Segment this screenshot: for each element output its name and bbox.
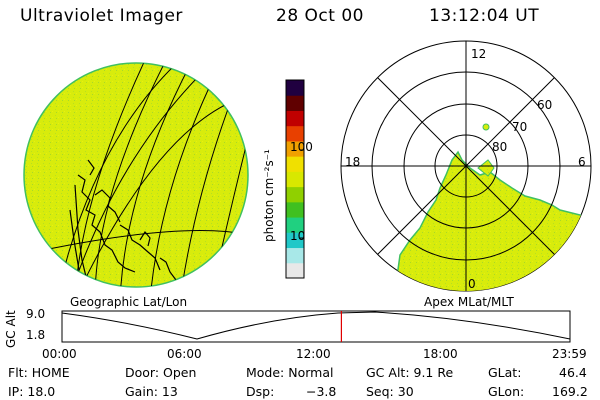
mlt-18-label: 18 <box>345 155 361 169</box>
colorbar-segment <box>286 186 304 203</box>
colorbar-segment <box>286 217 304 233</box>
xtick-1800: 18:00 <box>423 347 458 361</box>
colorbar-segment <box>286 80 304 96</box>
altitude-ytick-top: 9.0 <box>26 307 46 321</box>
xtick-2359: 23:59 <box>552 347 587 361</box>
auroral-fill <box>358 123 591 291</box>
earth-disk <box>23 62 249 288</box>
mlt-12-label: 12 <box>471 47 487 61</box>
seq-field: Seq: 30 <box>366 384 414 399</box>
colorbar-segment <box>286 262 304 279</box>
altitude-curve <box>61 311 571 340</box>
altitude-plot <box>61 310 571 343</box>
door-field: Door: Open <box>125 365 197 380</box>
colorbar-tick-100: 100 <box>290 140 313 154</box>
xtick-1200: 12:00 <box>296 347 331 361</box>
altitude-frame <box>61 310 571 343</box>
coastlines <box>69 159 177 286</box>
colorbar-frame <box>285 79 305 279</box>
colorbar-segment <box>286 156 304 172</box>
glon-value: 169.2 <box>552 384 588 399</box>
polar-image <box>340 40 592 292</box>
instrument-title: Ultraviolet Imager <box>20 6 183 26</box>
mode-field: Mode: Normal <box>246 365 334 380</box>
xtick-0600: 06:00 <box>167 347 202 361</box>
flt-field: Flt: HOME <box>8 365 70 380</box>
altitude-ylabel: GC Alt <box>4 310 18 348</box>
apex-label: Apex MLat/MLT <box>424 295 514 309</box>
mlat-60-label: 60 <box>537 98 553 112</box>
gc-alt-field: GC Alt: 9.1 Re <box>366 365 454 380</box>
time-label: 13:12:04 UT <box>429 6 540 26</box>
colorbar-segment <box>286 110 304 127</box>
mlat-80-label: 80 <box>492 140 508 154</box>
date-label: 28 Oct 00 <box>276 6 364 26</box>
colorbar-tick-10: 10 <box>290 229 306 243</box>
polar-grid <box>341 41 591 291</box>
colorbar <box>285 79 305 279</box>
colorbar-segment <box>286 232 304 249</box>
dsp-field: Dsp: <box>246 384 275 399</box>
colorbar-segment <box>286 140 304 157</box>
xtick-0000: 00:00 <box>42 347 77 361</box>
colorbar-segment <box>286 201 304 218</box>
mlt-6-label: 6 <box>578 155 586 169</box>
colorbar-segment <box>286 95 304 111</box>
glon-field: GLon: <box>488 384 525 399</box>
altitude-ytick-bottom: 1.8 <box>26 328 46 342</box>
colorbar-segment <box>286 247 304 264</box>
colorbar-segment <box>286 125 304 142</box>
geographic-image <box>23 62 249 288</box>
colorbar-unit-label: photon cm⁻²s⁻¹ <box>262 149 276 242</box>
geographic-label: Geographic Lat/Lon <box>70 295 188 309</box>
mlat-70-label: 70 <box>512 120 528 134</box>
colorbar-segment <box>286 171 304 188</box>
mlt-0-label: 0 <box>468 277 476 291</box>
glat-field: GLat: <box>488 365 522 380</box>
lat-lon-grid <box>24 63 248 287</box>
dsp-value: −3.8 <box>306 384 337 399</box>
gain-field: Gain: 13 <box>125 384 178 399</box>
ip-field: IP: 18.0 <box>8 384 56 399</box>
glat-value: 46.4 <box>559 365 587 380</box>
